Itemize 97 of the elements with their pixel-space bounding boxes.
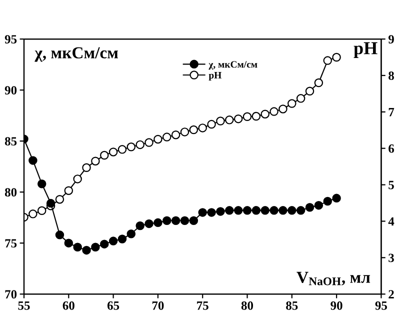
point bbox=[108, 236, 118, 246]
point bbox=[28, 156, 38, 165]
x-axis-title: V$_{NaOH}$, мл bbox=[296, 272, 370, 286]
point bbox=[314, 200, 324, 210]
y-tick-label: 70 bbox=[5, 290, 17, 299]
point bbox=[108, 148, 118, 156]
point bbox=[144, 219, 154, 228]
point bbox=[73, 242, 82, 252]
point bbox=[323, 56, 332, 65]
y2-tick-label: 4 bbox=[388, 217, 394, 226]
legend-label: pH bbox=[208, 72, 222, 80]
point bbox=[64, 238, 74, 248]
point bbox=[154, 218, 162, 228]
point bbox=[242, 112, 252, 122]
point bbox=[37, 206, 46, 216]
point bbox=[198, 208, 207, 217]
y2-tick-label: 6 bbox=[388, 144, 394, 153]
point bbox=[144, 138, 154, 147]
point bbox=[64, 186, 74, 195]
point bbox=[189, 216, 198, 226]
point bbox=[171, 130, 180, 140]
point bbox=[91, 156, 100, 166]
point bbox=[270, 206, 278, 215]
y2-tick-label: 7 bbox=[388, 108, 394, 116]
point bbox=[100, 240, 109, 248]
x-tick-label: 85 bbox=[286, 301, 298, 310]
y2-tick-label: 2 bbox=[388, 290, 394, 298]
point bbox=[136, 221, 144, 230]
point bbox=[216, 116, 225, 126]
point bbox=[234, 114, 243, 124]
point bbox=[314, 78, 324, 88]
x-tick-label: 65 bbox=[107, 301, 120, 310]
point bbox=[180, 128, 190, 136]
point bbox=[171, 216, 180, 226]
x-tick-label: 75 bbox=[197, 302, 208, 310]
point bbox=[180, 216, 190, 226]
x-tick-label: 95 bbox=[375, 301, 387, 310]
point bbox=[216, 207, 225, 216]
point bbox=[118, 234, 127, 244]
point bbox=[323, 196, 332, 206]
point bbox=[37, 180, 46, 188]
point bbox=[288, 206, 296, 215]
point bbox=[332, 52, 341, 62]
point bbox=[55, 230, 64, 240]
point bbox=[305, 86, 314, 96]
point bbox=[296, 206, 306, 215]
x-tick-label: 80 bbox=[241, 301, 254, 310]
point bbox=[225, 206, 234, 215]
point bbox=[126, 142, 136, 152]
y-tick-label: 75 bbox=[5, 239, 17, 248]
point bbox=[207, 120, 216, 129]
point bbox=[270, 107, 278, 116]
y-tick-label: 80 bbox=[4, 188, 17, 197]
y-axis-title: χ, мкСм/см bbox=[34, 47, 118, 62]
x-tick-label: 90 bbox=[330, 301, 342, 310]
point bbox=[162, 132, 172, 142]
point bbox=[46, 198, 56, 208]
y2-tick-label: 9 bbox=[388, 35, 394, 44]
point bbox=[154, 134, 162, 144]
y-tick-label: 85 bbox=[4, 137, 17, 146]
x-tick-label: 55 bbox=[18, 302, 30, 310]
point bbox=[162, 216, 172, 226]
point bbox=[207, 208, 216, 217]
point bbox=[28, 210, 38, 218]
point bbox=[288, 99, 296, 108]
point bbox=[252, 112, 261, 121]
point bbox=[305, 202, 314, 212]
point bbox=[242, 206, 252, 215]
point bbox=[136, 140, 144, 150]
point bbox=[189, 125, 198, 134]
point bbox=[91, 242, 100, 252]
point bbox=[278, 104, 288, 114]
point bbox=[260, 206, 270, 215]
point bbox=[260, 110, 270, 118]
point bbox=[100, 150, 109, 160]
point bbox=[225, 116, 234, 124]
point bbox=[126, 230, 136, 238]
point bbox=[198, 124, 207, 132]
legend-label: χ, мкСм/см bbox=[208, 61, 258, 70]
point bbox=[252, 206, 261, 215]
y2-tick-label: 5 bbox=[388, 180, 394, 190]
y2-tick-label: 8 bbox=[388, 72, 394, 80]
point bbox=[118, 145, 127, 154]
point bbox=[234, 206, 243, 215]
y2-axis-title: pH bbox=[354, 42, 378, 58]
y-tick-label: 90 bbox=[4, 86, 17, 95]
point bbox=[278, 206, 288, 215]
y-tick-label: 95 bbox=[4, 35, 17, 44]
x-tick-label: 60 bbox=[62, 301, 74, 310]
point bbox=[332, 194, 341, 203]
point bbox=[296, 94, 306, 103]
point bbox=[55, 194, 64, 204]
point bbox=[73, 174, 82, 184]
x-tick-label: 70 bbox=[152, 301, 164, 310]
point bbox=[82, 246, 91, 255]
y2-tick-label: 3 bbox=[388, 254, 394, 262]
point bbox=[82, 163, 91, 172]
